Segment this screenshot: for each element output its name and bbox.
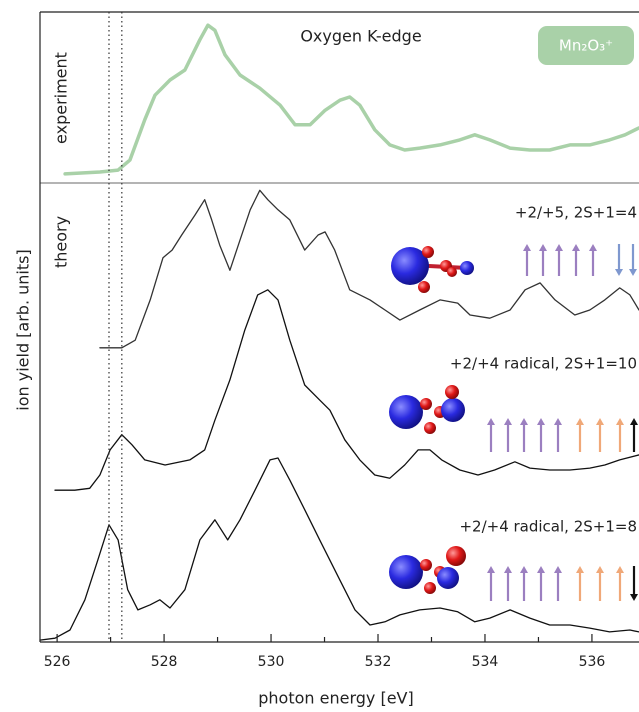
spin-arrow-head — [539, 244, 547, 251]
spin-arrows — [487, 244, 638, 601]
spin-arrow-head — [596, 418, 604, 425]
spin-arrow-head — [520, 418, 528, 425]
chart-title: Oxygen K-edge — [300, 27, 421, 46]
spin-arrow-head — [504, 418, 512, 425]
molecule — [391, 246, 474, 293]
spin-arrow-head — [615, 269, 623, 276]
spin-arrow-head — [616, 566, 624, 573]
spin-arrow-head — [596, 566, 604, 573]
spin-arrow-head — [555, 244, 563, 251]
x-tick-label: 534 — [472, 654, 499, 670]
molecules — [389, 246, 474, 594]
spin-arrow-head — [589, 244, 597, 251]
spin-arrow-head — [572, 244, 580, 251]
spin-state-label: +2/+5, 2S+1=4 — [515, 204, 637, 222]
molecule — [389, 546, 466, 594]
spin-arrow-head — [630, 594, 638, 601]
x-axis-label: photon energy [eV] — [258, 689, 413, 708]
spin-arrow-head — [537, 418, 545, 425]
curve — [99, 189, 639, 349]
spin-arrow-head — [629, 269, 637, 276]
y-axis-label: ion yield [arb. units] — [14, 249, 33, 410]
curve — [54, 289, 639, 491]
spin-arrow-head — [537, 566, 545, 573]
experiment-label: experiment — [52, 52, 71, 144]
spin-arrow-head — [487, 566, 495, 573]
x-tick-label: 532 — [365, 654, 392, 670]
spin-arrow-head — [554, 418, 562, 425]
spin-arrow-head — [520, 566, 528, 573]
curve — [39, 457, 639, 641]
spin-state-label: +2/+4 radical, 2S+1=10 — [450, 355, 637, 373]
spin-state-label: +2/+4 radical, 2S+1=8 — [459, 518, 637, 536]
spin-arrow-head — [576, 418, 584, 425]
x-tick-label: 530 — [258, 654, 285, 670]
spin-arrow-head — [616, 418, 624, 425]
theory-label: theory — [52, 216, 71, 268]
spin-arrow-head — [504, 566, 512, 573]
spin-arrow-head — [554, 566, 562, 573]
x-tick-label: 536 — [579, 654, 606, 670]
badge: Mn₂O₃⁺ — [559, 37, 613, 55]
badge-box — [538, 26, 634, 65]
x-tick-label: 526 — [44, 654, 71, 670]
spin-arrow-head — [630, 418, 638, 425]
spin-arrow-head — [487, 418, 495, 425]
molecule — [389, 385, 465, 434]
curve — [63, 23, 639, 176]
curves — [39, 23, 639, 641]
x-tick-label: 528 — [151, 654, 178, 670]
spin-arrow-head — [523, 244, 531, 251]
spin-arrow-head — [576, 566, 584, 573]
